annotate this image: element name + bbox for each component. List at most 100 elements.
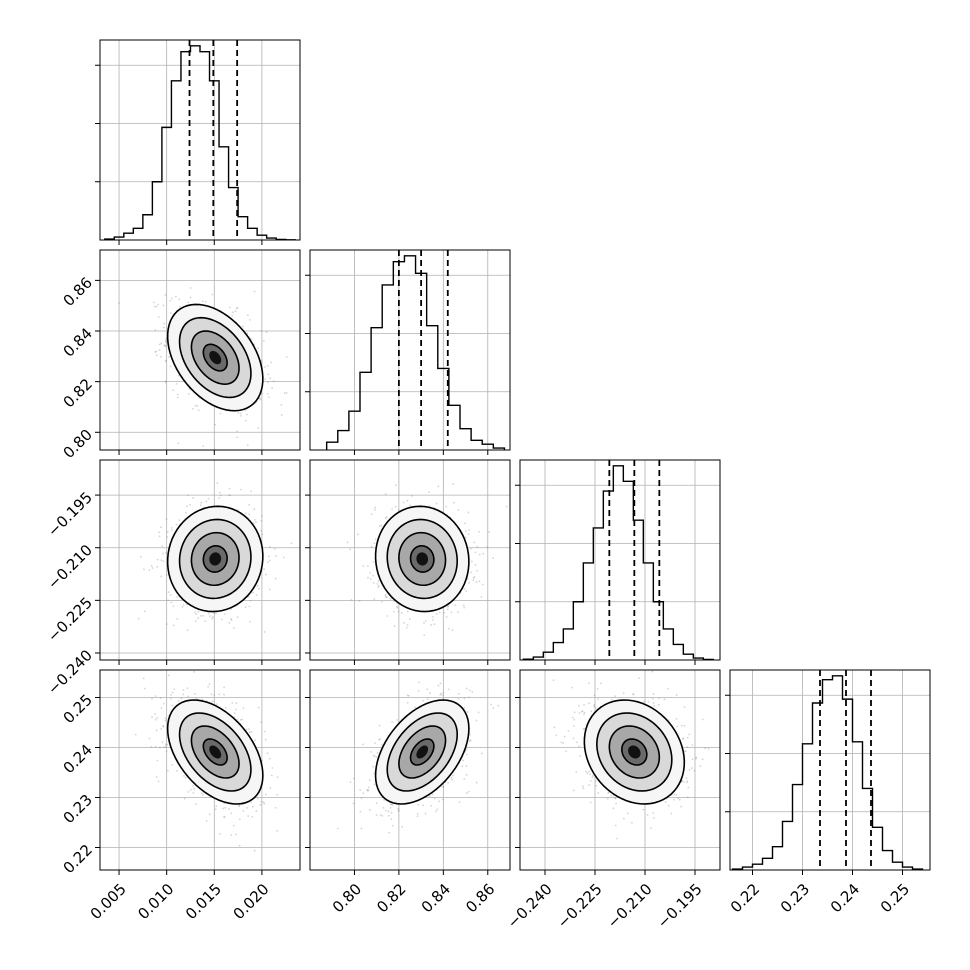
scatter-point <box>688 733 691 736</box>
scatter-point <box>380 744 383 746</box>
scatter-point <box>200 792 203 794</box>
scatter-point <box>393 625 396 628</box>
panel-joint-3-1 <box>305 669 511 875</box>
scatter-point <box>195 613 197 616</box>
scatter-point <box>171 691 174 694</box>
scatter-point <box>161 545 164 547</box>
scatter-point <box>171 297 173 300</box>
scatter-point <box>396 605 398 608</box>
scatter-point <box>248 731 251 733</box>
scatter-point <box>167 674 170 677</box>
scatter-point <box>396 606 399 609</box>
density-peak <box>209 350 222 365</box>
contour-line <box>374 505 470 613</box>
scatter-point <box>417 690 420 692</box>
scatter-point <box>374 538 377 541</box>
scatter-point <box>162 724 165 727</box>
scatter-point <box>450 611 453 614</box>
scatter-point <box>148 737 151 740</box>
scatter-point <box>264 366 266 368</box>
scatter-point <box>248 728 250 730</box>
scatter-point <box>211 616 214 618</box>
scatter-point <box>186 629 189 632</box>
scatter-point <box>390 818 393 821</box>
scatter-point <box>391 824 394 827</box>
scatter-point <box>428 795 431 798</box>
joint-content <box>137 482 293 633</box>
scatter-point <box>261 533 263 536</box>
scatter-point <box>407 694 410 697</box>
scatter-point <box>266 392 269 395</box>
scatter-point <box>475 781 478 784</box>
scatter-point <box>475 581 478 583</box>
scatter-point <box>497 704 500 707</box>
scatter-point <box>465 774 468 776</box>
scatter-point <box>267 381 270 384</box>
contour-line <box>178 518 252 600</box>
scatter-point <box>397 610 400 613</box>
scatter-point <box>411 494 413 497</box>
scatter-point <box>432 616 434 618</box>
scatter-point <box>578 712 581 714</box>
scatter-point <box>245 512 247 515</box>
scatter-point <box>202 794 204 796</box>
scatter-point <box>423 622 425 624</box>
scatter-point <box>269 377 272 380</box>
scatter-point <box>162 552 165 555</box>
scatter-point <box>446 605 449 608</box>
scatter-point <box>488 531 491 534</box>
scatter-point <box>223 802 226 805</box>
scatter-point <box>154 351 157 353</box>
scatter-point <box>247 815 250 817</box>
scatter-point <box>428 491 430 493</box>
scatter-point <box>381 815 384 817</box>
scatter-point <box>390 803 393 806</box>
scatter-point <box>435 613 438 615</box>
contour-line <box>202 343 228 372</box>
scatter-point <box>238 804 241 807</box>
scatter-point <box>207 685 210 688</box>
scatter-point <box>372 765 374 768</box>
scatter-point <box>463 697 466 700</box>
scatter-point <box>430 804 433 807</box>
scatter-point <box>151 697 153 700</box>
scatter-point <box>183 774 185 777</box>
scatter-point <box>215 703 218 706</box>
scatter-point <box>267 561 269 563</box>
scatter-point <box>202 614 205 617</box>
scatter-point <box>282 556 285 559</box>
scatter-point <box>377 580 380 582</box>
contour-line <box>190 725 240 779</box>
scatter-point <box>401 825 403 828</box>
scatter-point <box>197 617 200 619</box>
scatter-point <box>161 741 164 744</box>
scatter-point <box>166 769 169 772</box>
scatter-point <box>469 689 471 692</box>
scatter-point <box>193 671 195 673</box>
scatter-point <box>197 409 200 412</box>
scatter-point <box>182 604 185 606</box>
scatter-point <box>216 482 219 485</box>
scatter-point <box>259 398 262 401</box>
scatter-point <box>174 295 177 298</box>
scatter-point <box>235 708 238 711</box>
scatter-point <box>159 746 161 749</box>
scatter-point <box>250 337 253 340</box>
scatter-point <box>370 750 372 753</box>
scatter-point <box>260 519 263 522</box>
scatter-point <box>463 606 466 609</box>
scatter-point <box>478 553 481 556</box>
scatter-point <box>139 555 142 558</box>
scatter-point <box>165 359 167 362</box>
scatter-point <box>391 804 394 806</box>
scatter-point <box>234 310 237 313</box>
scatter-point <box>393 600 395 603</box>
panel-joint-1-0 <box>95 249 301 455</box>
scatter-point <box>384 595 387 598</box>
scatter-point <box>378 738 381 741</box>
scatter-point <box>464 530 467 532</box>
scatter-point <box>362 743 365 746</box>
scatter-point <box>468 740 471 743</box>
contour-line <box>409 738 435 766</box>
scatter-point <box>606 797 609 800</box>
